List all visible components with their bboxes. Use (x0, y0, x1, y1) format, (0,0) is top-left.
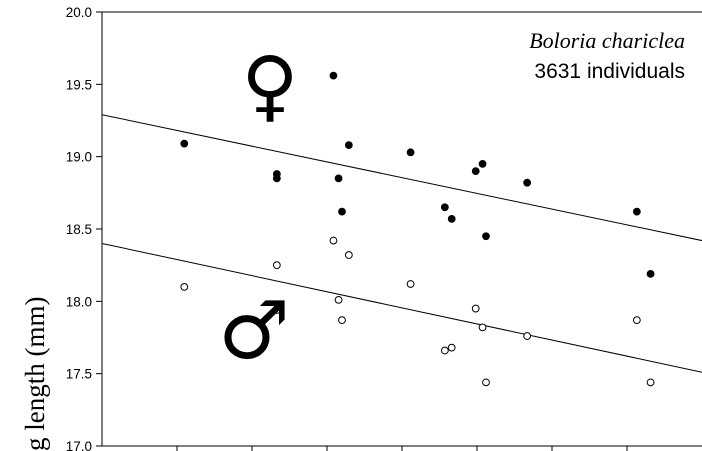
data-point-open (440, 346, 449, 355)
axes: 17.0 17.5 18.0 18.5 19.0 19.5 20.0 (66, 5, 702, 451)
data-point-open (329, 236, 338, 245)
data-point-open (406, 280, 415, 288)
data-point-open (482, 378, 490, 387)
data-point-open (447, 343, 456, 352)
annotations: g length (mm) Boloria chariclea 3631 ind… (20, 28, 685, 451)
data-point-filled (646, 269, 655, 278)
y-tick-label: 19.5 (66, 77, 92, 92)
data-point-open (632, 316, 641, 325)
y-tick-label: 18.0 (66, 294, 92, 309)
data-point-open (344, 251, 353, 259)
data-point-open (478, 323, 487, 332)
data-point-open (646, 378, 655, 387)
y-tick-label: 20.0 (66, 5, 92, 20)
data-point-filled (471, 167, 480, 176)
data-point-filled (344, 141, 353, 149)
trend-line (101, 114, 702, 242)
data-point-filled (447, 214, 456, 223)
y-axis-label: g length (mm) (20, 297, 50, 451)
data-point-open (272, 306, 281, 314)
y-tick-label: 17.5 (66, 367, 92, 382)
trend-lines (101, 114, 702, 373)
male-symbol: ♂ (218, 284, 290, 377)
data-point-open (471, 304, 480, 313)
data-point-open (523, 332, 532, 340)
data-point-open (334, 295, 343, 304)
data-point-filled (329, 71, 338, 80)
data-point-filled (272, 174, 281, 183)
y-tick-label: 17.0 (66, 439, 92, 451)
data-point-open (272, 261, 281, 270)
individuals-label: 3631 individuals (534, 60, 685, 83)
trend-line (101, 242, 702, 373)
data-point-open (180, 282, 189, 291)
female-symbol: ♀ (241, 41, 298, 131)
data-points (180, 71, 655, 387)
data-point-filled (482, 232, 490, 241)
species-label: Boloria chariclea (529, 28, 685, 53)
data-point-filled (180, 139, 189, 148)
data-point-filled (478, 160, 487, 168)
y-tick-label: 18.5 (66, 222, 92, 237)
data-point-filled (632, 207, 641, 216)
data-point-filled (334, 174, 343, 183)
data-point-filled (406, 148, 415, 157)
data-point-open (338, 316, 346, 325)
data-point-filled (523, 178, 532, 187)
y-tick-label: 19.0 (66, 150, 92, 165)
data-point-filled (338, 207, 346, 216)
data-point-filled (440, 203, 449, 212)
